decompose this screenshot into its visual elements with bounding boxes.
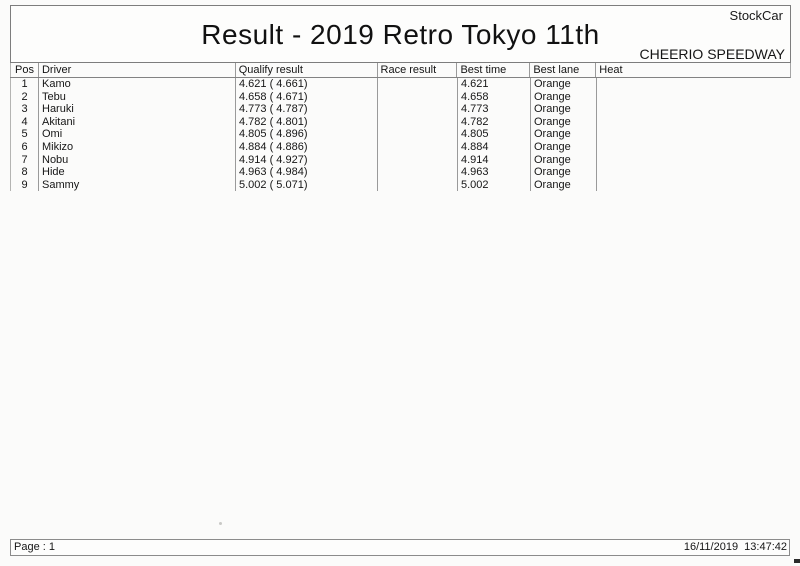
report-header-box: StockCar Result - 2019 Retro Tokyo 11th … [10,5,791,63]
cell-qualify: 4.782 ( 4.801) [235,115,377,129]
cell-bestlane: Orange [530,140,596,154]
cell-heat [596,140,791,154]
cell-bestlane: Orange [530,103,596,116]
cell-driver: Kamo [38,78,235,91]
cell-driver: Nobu [38,153,235,167]
table-row: 9 Sammy 5.002 ( 5.071) 5.002 Orange [10,178,791,192]
table-row: 1 Kamo 4.621 ( 4.661) 4.621 Orange [10,78,791,91]
cell-race [377,115,457,129]
cell-qualify: 4.773 ( 4.787) [235,103,377,116]
column-header-race: Race result [376,63,457,77]
cell-pos: 6 [10,140,38,154]
cell-bestlane: Orange [530,166,596,179]
cell-heat [596,128,791,141]
cell-race [377,140,457,154]
cell-race [377,103,457,116]
column-header-besttime: Best time [456,63,529,77]
cell-bestlane: Orange [530,178,596,192]
cell-pos: 3 [10,103,38,116]
column-header-driver: Driver [37,63,235,77]
cell-driver: Akitani [38,115,235,129]
cell-bestlane: Orange [530,78,596,91]
cell-besttime: 4.914 [457,153,530,167]
cell-besttime: 4.805 [457,128,530,141]
cell-heat [596,166,791,179]
cell-race [377,166,457,179]
table-row: 3 Haruki 4.773 ( 4.787) 4.773 Orange [10,103,791,116]
cell-race [377,78,457,91]
cell-heat [596,178,791,192]
cell-driver: Tebu [38,90,235,104]
cell-besttime: 4.782 [457,115,530,129]
print-datetime: 16/11/2019 13:47:42 [683,541,787,553]
scan-speck [219,522,222,525]
table-row: 2 Tebu 4.658 ( 4.671) 4.658 Orange [10,90,791,104]
cell-besttime: 4.658 [457,90,530,104]
cell-driver: Omi [38,128,235,141]
cell-bestlane: Orange [530,153,596,167]
cell-besttime: 4.884 [457,140,530,154]
cell-driver: Sammy [38,178,235,192]
cell-heat [596,103,791,116]
table-row: 5 Omi 4.805 ( 4.896) 4.805 Orange [10,128,791,141]
scan-speck [794,559,800,563]
cell-heat [596,153,791,167]
cell-driver: Haruki [38,103,235,116]
cell-pos: 5 [10,128,38,141]
table-header-row: Pos Driver Qualify result Race result Be… [10,63,791,78]
table-row: 7 Nobu 4.914 ( 4.927) 4.914 Orange [10,153,791,167]
table-row: 8 Hide 4.963 ( 4.984) 4.963 Orange [10,166,791,179]
cell-bestlane: Orange [530,128,596,141]
cell-pos: 7 [10,153,38,167]
cell-qualify: 4.884 ( 4.886) [235,140,377,154]
cell-race [377,153,457,167]
cell-qualify: 5.002 ( 5.071) [235,178,377,192]
cell-besttime: 4.963 [457,166,530,179]
cell-qualify: 4.621 ( 4.661) [235,78,377,91]
cell-heat [596,115,791,129]
cell-pos: 2 [10,90,38,104]
results-table: Pos Driver Qualify result Race result Be… [10,63,791,192]
cell-qualify: 4.805 ( 4.896) [235,128,377,141]
cell-race [377,90,457,104]
cell-driver: Mikizo [38,140,235,154]
cell-heat [596,78,791,91]
cell-qualify: 4.963 ( 4.984) [235,166,377,179]
page-number-label: Page : 1 [14,541,55,553]
app-brand: StockCar [729,8,783,23]
cell-besttime: 4.621 [457,78,530,91]
cell-race [377,128,457,141]
page-title: Result - 2019 Retro Tokyo 11th [201,19,600,50]
column-header-heat: Heat [595,63,790,77]
cell-pos: 4 [10,115,38,129]
cell-besttime: 5.002 [457,178,530,192]
cell-bestlane: Orange [530,115,596,129]
column-header-pos: Pos [10,63,38,77]
cell-driver: Hide [38,166,235,179]
table-row: 4 Akitani 4.782 ( 4.801) 4.782 Orange [10,115,791,129]
cell-pos: 9 [10,178,38,192]
column-header-qualify: Qualify result [234,63,377,77]
cell-pos: 1 [10,78,38,91]
page-footer-box: Page : 1 16/11/2019 13:47:42 [10,539,790,556]
cell-qualify: 4.658 ( 4.671) [235,90,377,104]
table-row: 6 Mikizo 4.884 ( 4.886) 4.884 Orange [10,140,791,154]
cell-race [377,178,457,192]
cell-bestlane: Orange [530,90,596,104]
cell-heat [596,90,791,104]
column-header-bestlane: Best lane [529,63,595,77]
cell-besttime: 4.773 [457,103,530,116]
cell-pos: 8 [10,166,38,179]
cell-qualify: 4.914 ( 4.927) [235,153,377,167]
venue-name: CHEERIO SPEEDWAY [639,46,785,62]
